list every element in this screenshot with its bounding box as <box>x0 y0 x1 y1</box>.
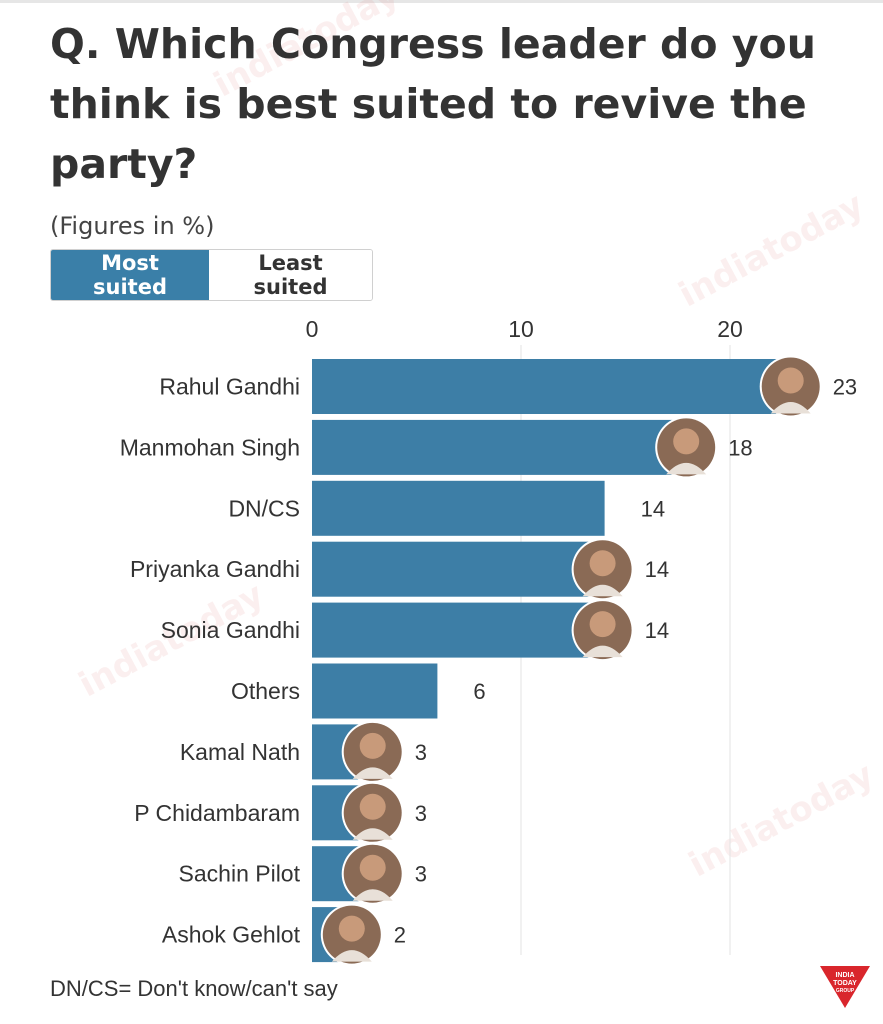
most-suited-tab[interactable]: Most suited <box>51 250 209 300</box>
data-label: 14 <box>645 557 669 582</box>
svg-text:GROUP: GROUP <box>836 988 855 994</box>
avatar-shoulders <box>582 584 623 597</box>
svg-text:TODAY: TODAY <box>833 980 857 987</box>
category-label: DN/CS <box>228 495 300 521</box>
avatar-shoulders <box>770 402 811 414</box>
category-label: Manmohan Singh <box>120 434 300 460</box>
data-label: 3 <box>415 862 427 887</box>
avatar-face <box>673 428 700 455</box>
category-label: Rahul Gandhi <box>159 374 300 400</box>
bar <box>312 541 605 597</box>
avatar-shoulders <box>352 889 393 901</box>
bar <box>312 602 605 658</box>
x-tick-label: 20 <box>717 316 743 342</box>
data-label: 14 <box>645 618 669 643</box>
bar <box>312 359 793 414</box>
data-label: 3 <box>415 740 427 765</box>
x-tick-label: 0 <box>306 316 319 342</box>
data-label: 3 <box>415 801 427 826</box>
bar <box>312 419 689 475</box>
avatar-shoulders <box>352 767 393 779</box>
svg-text:INDIA: INDIA <box>835 972 854 979</box>
data-label: 23 <box>833 375 857 400</box>
category-label: Priyanka Gandhi <box>130 556 300 582</box>
category-label: Sonia Gandhi <box>161 617 300 643</box>
bar <box>312 480 605 536</box>
view-toggle: Most suited Least suited <box>50 249 373 301</box>
category-label: Others <box>231 678 300 704</box>
avatar-face <box>359 793 386 820</box>
x-tick-label: 10 <box>508 316 534 342</box>
bar <box>312 663 438 719</box>
avatar-face <box>359 732 386 759</box>
avatar-face <box>777 367 804 394</box>
category-label: Kamal Nath <box>180 739 300 765</box>
avatar-shoulders <box>352 828 393 840</box>
avatar-face <box>359 854 386 881</box>
least-suited-tab[interactable]: Least suited <box>209 250 372 300</box>
chart-subtitle: (Figures in %) <box>50 212 215 240</box>
avatar-face <box>338 915 365 942</box>
avatar-face <box>589 611 616 638</box>
chart-title: Q. Which Congress leader do you think is… <box>50 20 816 188</box>
footnote: DN/CS= Don't know/can't say <box>50 976 338 1001</box>
data-label: 2 <box>394 923 406 948</box>
india-today-logo: INDIA TODAY GROUP <box>820 966 870 1008</box>
data-label: 6 <box>473 679 485 704</box>
avatar-face <box>589 550 616 577</box>
category-label: Ashok Gehlot <box>162 922 301 948</box>
avatar-shoulders <box>666 462 707 475</box>
data-label: 14 <box>641 496 665 521</box>
top-divider <box>0 0 883 3</box>
avatar-shoulders <box>582 645 623 658</box>
category-label: Sachin Pilot <box>179 861 301 887</box>
category-label: P Chidambaram <box>134 800 300 826</box>
avatar-shoulders <box>331 950 372 962</box>
data-label: 18 <box>728 435 752 460</box>
